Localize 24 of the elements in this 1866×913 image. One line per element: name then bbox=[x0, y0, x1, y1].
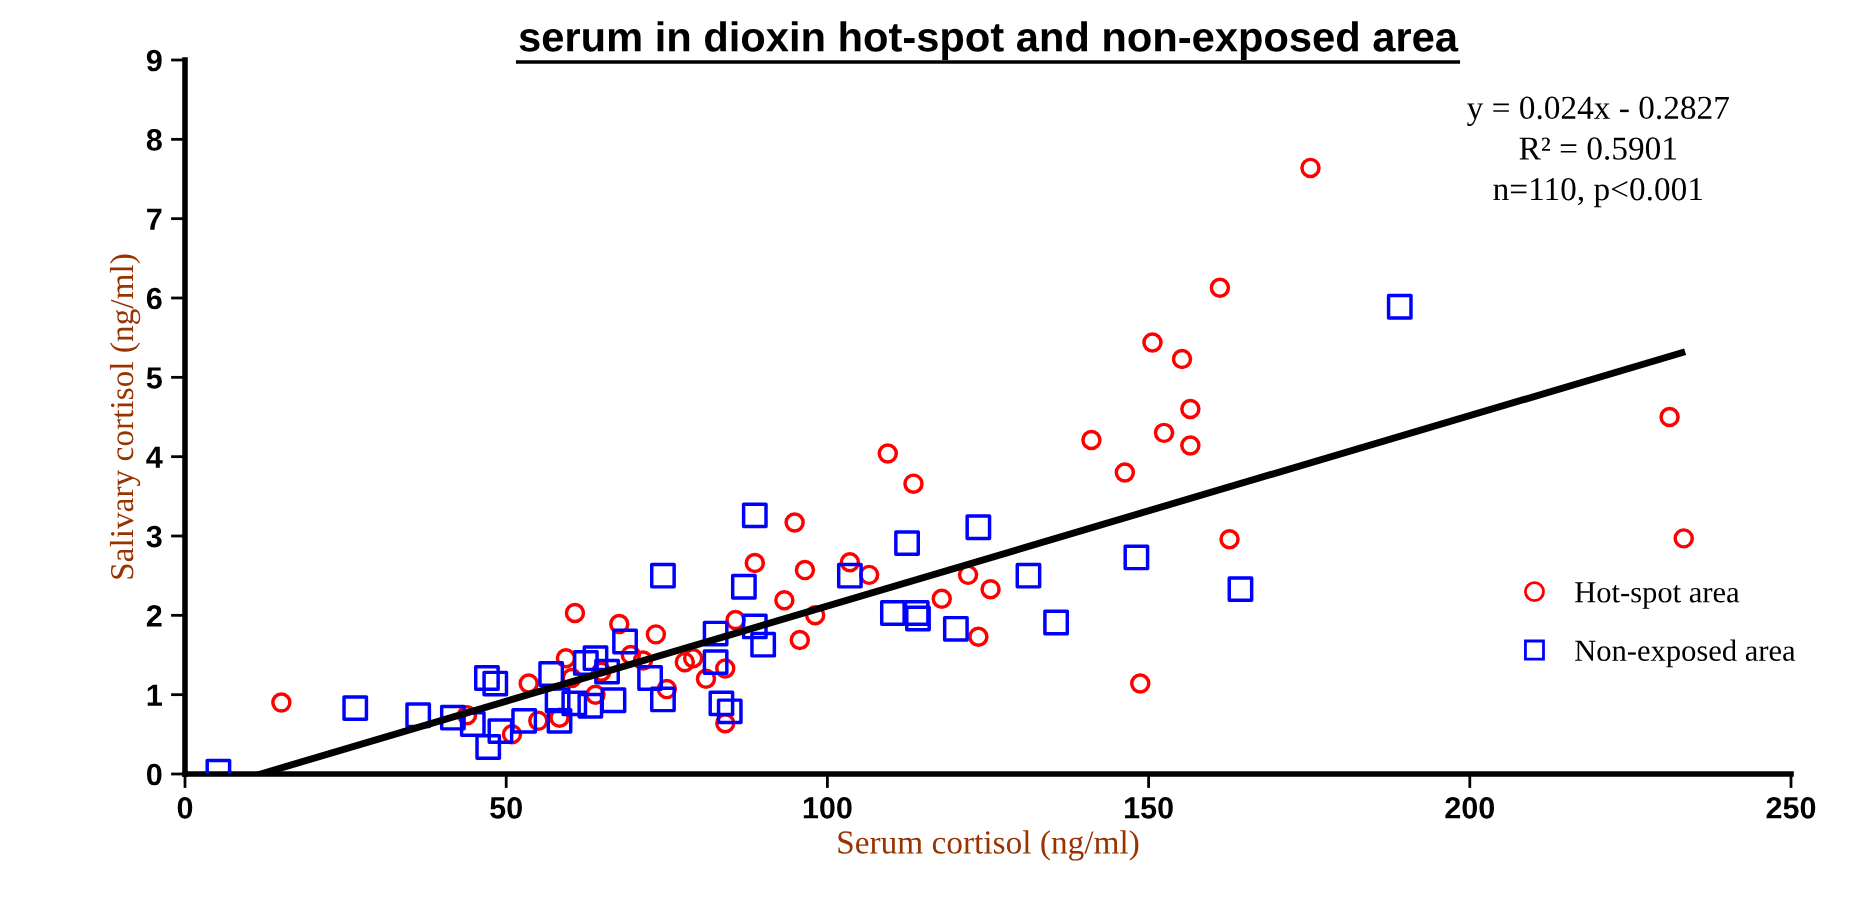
y-tick-label: 4 bbox=[146, 446, 163, 468]
annotation: n=110, p<0.001 bbox=[1493, 177, 1702, 208]
legend-label: Hot-spot area bbox=[1575, 582, 1740, 609]
x-tick-label: 250 bbox=[1766, 797, 1816, 819]
y-axis-title: Salivary cortisol (ng/ml) bbox=[109, 254, 141, 579]
x-tick-label: 50 bbox=[490, 797, 522, 819]
x-tick-label: 200 bbox=[1445, 797, 1495, 819]
y-tick-label: 6 bbox=[146, 287, 162, 310]
y-tick-label: 8 bbox=[146, 129, 162, 151]
y-tick-label: 9 bbox=[146, 49, 162, 72]
y-tick-label: 0 bbox=[146, 763, 162, 786]
x-tick-label: 150 bbox=[1125, 797, 1173, 819]
y-tick-label: 3 bbox=[146, 525, 162, 548]
y-tick-label: 1 bbox=[147, 684, 162, 706]
x-tick-label: 100 bbox=[803, 797, 852, 819]
y-tick-label: 5 bbox=[146, 367, 162, 389]
y-tick-label: 7 bbox=[147, 208, 162, 230]
annotation: y = 0.024x - 0.2827 bbox=[1467, 96, 1729, 126]
annotation: R² = 0.5901 bbox=[1519, 137, 1676, 160]
chart-title: serum in dioxin hot-spot and non-exposed area bbox=[519, 21, 1459, 60]
legend-label: Non-exposed area bbox=[1575, 639, 1796, 668]
x-axis-title: Serum cortisol (ng/ml) bbox=[838, 830, 1139, 861]
y-tick-label: 2 bbox=[146, 605, 162, 627]
x-tick-label: 0 bbox=[177, 797, 193, 819]
